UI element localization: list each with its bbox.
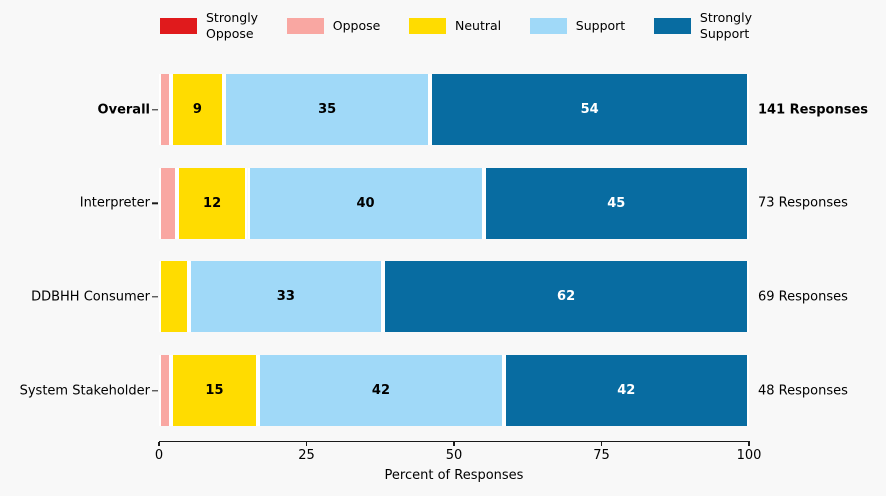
- x-tick-mark: [600, 442, 603, 446]
- bar-segment-support: 42: [258, 355, 504, 426]
- response-count-label: 69 Responses: [758, 289, 848, 305]
- strongly-support-swatch-icon: [653, 18, 691, 35]
- legend-label: Strongly Oppose: [206, 10, 259, 42]
- y-tick-mark: [152, 202, 158, 204]
- bar-segment-neutral: 12: [176, 167, 248, 239]
- response-count-label: 48 Responses: [758, 383, 848, 398]
- x-tick-label: 75: [593, 448, 610, 463]
- y-tick-mark: [152, 108, 158, 111]
- y-tick-mark: [152, 296, 158, 298]
- response-count-label: 141 Responses: [758, 102, 869, 117]
- bar-value-label: 35: [318, 102, 337, 117]
- bar-segment-oppose: [159, 74, 171, 145]
- bar-segment-strongly-support: 42: [503, 355, 749, 426]
- bar-value-label: 62: [557, 289, 576, 305]
- bar-value-label: 54: [580, 102, 599, 117]
- legend-label: Support: [575, 18, 626, 34]
- bar-segment-support: 40: [247, 167, 484, 239]
- bar-segment-strongly-support: 54: [430, 74, 749, 145]
- bar-value-label: 42: [371, 383, 391, 398]
- bar-row: 15 42 42: [159, 355, 749, 426]
- bar-value-label: 12: [203, 195, 222, 211]
- y-tick-mark: [152, 389, 158, 392]
- response-count-label: 73 Responses: [758, 195, 848, 211]
- oppose-swatch-icon: [286, 18, 324, 35]
- bar-value-label: 42: [617, 383, 636, 398]
- bar-segment-strongly-support: 62: [383, 261, 749, 333]
- x-tick-label: 50: [445, 448, 463, 463]
- bar-segment-oppose: [159, 167, 177, 239]
- legend-item-strongly-support: Strongly Support: [653, 10, 752, 43]
- bar-value-label: 9: [192, 102, 202, 117]
- bar-segment-neutral: 15: [170, 355, 259, 426]
- bar-row: 9 35 54: [159, 74, 749, 145]
- legend: Strongly Oppose Oppose Neutral Support Stron…: [160, 10, 752, 43]
- legend-item-neutral: Neutral: [408, 18, 502, 35]
- bar-row: 12 40 45: [159, 167, 749, 239]
- legend-label: Strongly Support: [699, 10, 752, 42]
- category-label: Interpreter: [79, 195, 150, 211]
- category-label: System Stakeholder: [19, 383, 150, 398]
- legend-label: Neutral: [454, 18, 502, 34]
- bar-segment-strongly-support: 45: [483, 167, 749, 239]
- category-label: DDBHH Consumer: [31, 289, 150, 305]
- x-tick-mark: [305, 442, 308, 446]
- support-swatch-icon: [529, 18, 567, 35]
- bar-segment-neutral: 9: [170, 74, 224, 145]
- strongly-oppose-swatch-icon: [160, 18, 197, 35]
- bar-value-label: 33: [276, 289, 295, 305]
- x-tick-label: 0: [154, 448, 164, 463]
- bar-segment-support: 33: [188, 261, 384, 333]
- x-tick-mark: [748, 442, 750, 446]
- bar-segment-neutral: [159, 261, 189, 333]
- legend-label: Oppose: [332, 18, 381, 34]
- legend-item-oppose: Oppose: [286, 18, 381, 35]
- bar-segment-oppose: [159, 355, 171, 426]
- x-tick-label: 25: [298, 448, 315, 463]
- bar-segment-support: 35: [223, 74, 431, 145]
- bar-value-label: 15: [205, 383, 224, 398]
- x-tick-mark: [453, 442, 455, 446]
- bar-value-label: 40: [356, 195, 375, 211]
- bar-value-label: 45: [607, 195, 626, 211]
- x-axis-line: [159, 441, 750, 443]
- x-axis-label: Percent of Responses: [384, 468, 524, 483]
- bar-row: 33 62: [159, 261, 749, 333]
- x-tick-mark: [158, 442, 160, 446]
- category-label: Overall: [97, 102, 150, 117]
- legend-item-strongly-oppose: Strongly Oppose: [160, 10, 258, 43]
- neutral-swatch-icon: [408, 18, 446, 35]
- legend-item-support: Support: [529, 18, 626, 35]
- x-tick-label: 100: [736, 448, 762, 463]
